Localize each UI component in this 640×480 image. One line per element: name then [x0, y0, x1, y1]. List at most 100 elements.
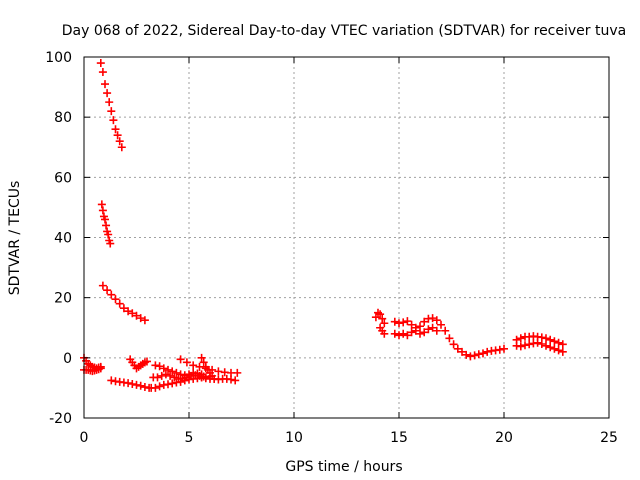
data-points [80, 59, 567, 392]
data-point [403, 317, 412, 326]
series-arc-decline [98, 281, 149, 325]
series-arc-start-b [80, 364, 105, 376]
data-point [449, 340, 458, 349]
data-point [416, 329, 424, 338]
data-point [140, 383, 149, 392]
data-point [411, 326, 420, 335]
data-point [445, 334, 454, 343]
data-point [380, 319, 389, 328]
data-point [180, 376, 189, 385]
data-point [376, 310, 385, 319]
data-point [136, 381, 145, 390]
data-point [140, 316, 149, 325]
data-point [101, 80, 109, 89]
data-point [159, 364, 168, 373]
x-tick-label: 20 [495, 430, 513, 446]
x-tick-label: 15 [390, 430, 408, 446]
data-point [168, 379, 177, 388]
series-arc-evening [512, 332, 567, 349]
data-point [97, 200, 106, 209]
axis-ticks: 0 5 10 15 20 25 -20 0 20 40 60 80 100 [45, 50, 618, 446]
data-point [172, 368, 181, 377]
data-point [233, 368, 242, 377]
grid [84, 57, 609, 418]
data-point [516, 334, 525, 343]
data-point [96, 364, 105, 373]
series-arc-cluster-right [176, 355, 242, 377]
data-point [161, 370, 170, 379]
data-point [197, 353, 206, 362]
data-point [132, 380, 141, 389]
x-tick-label: 10 [285, 430, 303, 446]
data-point [403, 331, 412, 340]
data-point [103, 286, 112, 295]
data-point [176, 377, 185, 386]
data-point [407, 328, 416, 337]
data-point [102, 221, 111, 230]
y-tick-label: 80 [54, 110, 72, 126]
data-point [441, 326, 450, 335]
data-point [98, 206, 107, 215]
x-tick-label: 5 [185, 430, 194, 446]
data-point [193, 374, 202, 383]
data-point [395, 331, 403, 340]
data-point [542, 334, 550, 343]
data-point [516, 342, 525, 351]
data-point [128, 380, 137, 389]
data-point [136, 314, 145, 323]
data-point [164, 365, 172, 374]
data-point [155, 382, 164, 391]
series-arc-cluster-upper [151, 361, 206, 380]
data-point [466, 352, 475, 361]
y-axis-label: SDTVAR / TECUs [7, 181, 23, 296]
data-point [107, 107, 116, 116]
data-point [428, 323, 437, 332]
data-point [210, 374, 219, 383]
chart-title: Day 068 of 2022, Sidereal Day-to-day VTE… [62, 23, 626, 39]
data-point [115, 137, 124, 146]
data-point [103, 89, 112, 98]
data-point [542, 341, 550, 350]
data-point [98, 281, 107, 290]
data-point [124, 379, 133, 388]
data-point [399, 329, 408, 338]
data-point [199, 358, 208, 367]
data-point [533, 338, 542, 347]
data-point [109, 116, 118, 125]
series-arc-cluster-tail [197, 373, 240, 385]
data-point [399, 318, 408, 327]
data-point [170, 373, 179, 382]
series-arc-afternoon-main [390, 314, 508, 361]
data-point [119, 304, 128, 313]
data-point [483, 347, 492, 356]
data-point [124, 307, 133, 316]
y-tick-label: -20 [49, 411, 72, 427]
data-point [107, 376, 116, 385]
data-point [380, 329, 389, 338]
x-tick-label: 0 [80, 430, 89, 446]
series-arc-afternoon-b [376, 323, 389, 338]
data-point [115, 299, 124, 308]
series-arc-afternoon-lower [390, 323, 441, 340]
data-point [132, 311, 141, 320]
data-point [231, 376, 240, 385]
data-point [176, 355, 185, 364]
data-point [105, 98, 114, 107]
data-point [101, 215, 109, 224]
data-point [437, 320, 445, 329]
data-point [111, 125, 120, 134]
data-point [550, 344, 559, 353]
data-point [168, 367, 177, 376]
data-point [432, 316, 441, 325]
data-point [128, 309, 137, 318]
data-point [98, 68, 107, 77]
data-point [117, 143, 126, 152]
data-point [153, 373, 162, 382]
data-point [495, 345, 504, 354]
data-point [157, 371, 166, 380]
data-point [470, 351, 479, 360]
data-point [197, 373, 206, 382]
data-point [164, 380, 172, 389]
data-point [96, 59, 105, 68]
